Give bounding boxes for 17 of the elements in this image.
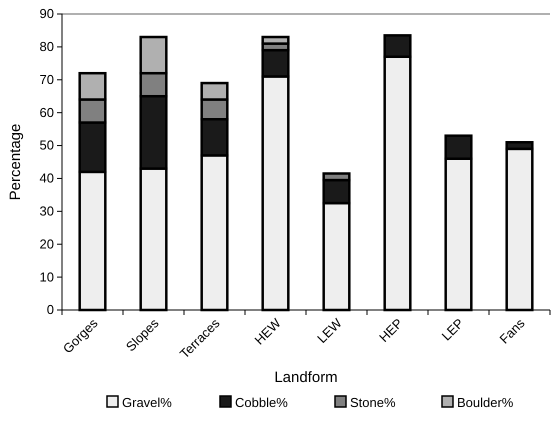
y-tick-label: 30 xyxy=(40,203,54,218)
y-tick-label: 50 xyxy=(40,138,54,153)
x-tick-label: LEP xyxy=(438,316,467,344)
legend-label: Stone% xyxy=(350,395,396,410)
legend-label: Boulder% xyxy=(457,395,514,410)
x-axis-title: Landform xyxy=(274,369,338,386)
y-tick-label: 40 xyxy=(40,170,54,186)
legend-label: Gravel% xyxy=(122,395,172,410)
legend-label: Cobble% xyxy=(235,395,288,410)
y-tick-label: 10 xyxy=(40,269,54,284)
y-tick-label: 0 xyxy=(46,302,54,318)
y-tick-label: 80 xyxy=(40,39,54,54)
y-tick-label: 90 xyxy=(40,6,54,22)
y-tick-label: 60 xyxy=(40,104,54,120)
y-tick-label: 70 xyxy=(40,72,54,87)
y-axis-title: Percentage xyxy=(7,124,24,200)
y-tick-label: 20 xyxy=(40,236,54,252)
